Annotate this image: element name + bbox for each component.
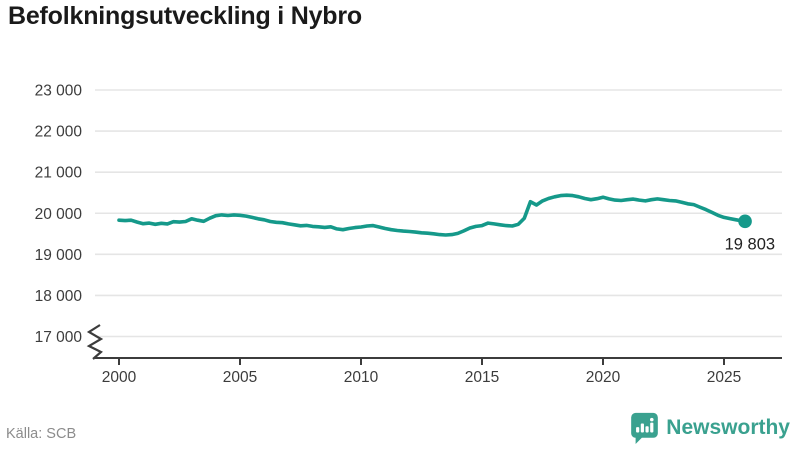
- x-axis-tick-label: 2025: [707, 369, 741, 386]
- y-axis-tick-label: 18 000: [35, 288, 83, 305]
- source-note: Källa: SCB: [6, 426, 77, 442]
- y-axis-tick-label: 23 000: [35, 83, 83, 100]
- x-axis-tick-label: 2000: [102, 369, 137, 386]
- newsworthy-logo-icon: [631, 412, 659, 444]
- axis-break-icon: [86, 324, 104, 360]
- x-axis-tick-label: 2015: [465, 369, 499, 386]
- x-axis-tick-label: 2020: [586, 369, 621, 386]
- y-axis-tick-label: 19 000: [35, 247, 83, 264]
- newsworthy-brand[interactable]: Newsworthy: [630, 412, 790, 444]
- newsworthy-logo-text: Newsworthy: [666, 416, 790, 439]
- chart-title: Befolkningsutveckling i Nybro: [8, 2, 362, 30]
- y-axis-tick-label: 21 000: [35, 165, 83, 182]
- x-axis-tick-label: 2010: [344, 369, 379, 386]
- latest-value-label: 19 803: [725, 235, 775, 253]
- y-axis-tick-label: 22 000: [35, 124, 83, 141]
- y-axis-tick-label: 20 000: [35, 206, 83, 223]
- y-axis-tick-label: 17 000: [35, 329, 83, 346]
- x-axis-tick-label: 2005: [223, 369, 257, 386]
- population-series-line: [117, 193, 747, 237]
- latest-value-dot: [738, 214, 752, 229]
